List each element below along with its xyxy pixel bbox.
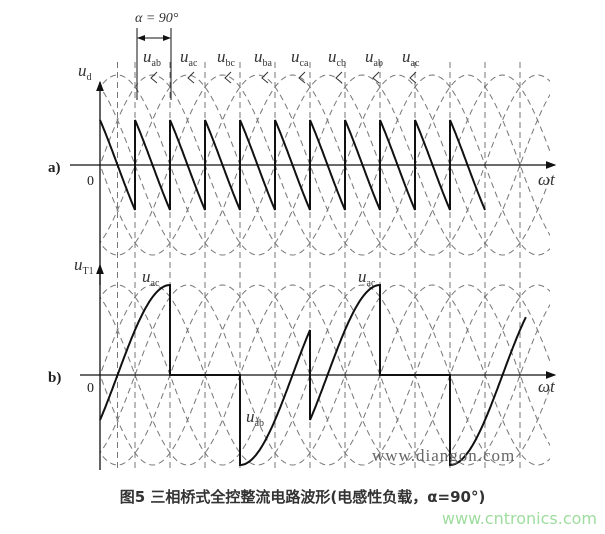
panel-a-tag: a) (48, 160, 61, 176)
segment-label-pointer (224, 71, 232, 84)
line-voltage-curve (100, 284, 550, 466)
line-voltage-curve (100, 74, 550, 256)
segment-label: uab (365, 47, 383, 69)
alpha-label: α = 90° (135, 11, 179, 26)
segment-label-pointer (335, 71, 343, 84)
segment-label: uca (291, 47, 309, 69)
segment-label-pointer (298, 71, 306, 84)
curve-label-uab: uab (246, 407, 264, 429)
segment-label: uac (180, 47, 198, 69)
line-voltage-curve (100, 284, 550, 466)
segment-labels: uab uac ubc uba uca ucb uab uac (143, 47, 420, 84)
cntronics-watermark: www.cntronics.com (441, 509, 597, 528)
curve-label-uac-2: uac (358, 267, 376, 289)
segment-label-pointer (372, 71, 380, 84)
curve-label-uac-1: uac (142, 267, 160, 289)
segment-label: uac (402, 47, 420, 69)
line-voltage-curve (100, 74, 550, 256)
segment-label-pointer (187, 71, 195, 84)
line-voltage-curve (100, 74, 550, 256)
segment-label: uba (254, 47, 273, 69)
segment-label-pointer (150, 71, 158, 84)
line-voltage-curve (100, 74, 550, 256)
panel-a-origin: 0 (87, 174, 94, 189)
panel-b-x-label: ωt (538, 377, 556, 396)
segment-label-pointer (409, 71, 417, 84)
segment-label: uab (143, 47, 161, 69)
panel-b-line-voltages (100, 284, 550, 466)
segment-label: ucb (328, 47, 346, 69)
line-voltage-curve (100, 284, 550, 466)
ut1-waveform (99, 283, 527, 467)
panel-a-y-label: ud (78, 61, 92, 83)
panel-b-origin: 0 (87, 381, 94, 396)
dashed-grid (100, 62, 550, 470)
segment-label-pointer (261, 71, 269, 84)
figure-caption: 图5 三相桥式全控整流电路波形(电感性负载，α=90°) (119, 488, 486, 506)
line-voltage-curve (100, 284, 550, 466)
line-voltage-curve (100, 74, 550, 256)
line-voltage-curve (100, 284, 550, 466)
panel-a-x-label: ωt (538, 170, 556, 189)
line-voltage-curve (100, 284, 550, 466)
segment-label: ubc (217, 47, 236, 69)
panel-a-line-voltages (100, 74, 550, 256)
panel-b-y-label: uT1 (74, 255, 94, 277)
panel-b-tag: b) (48, 370, 61, 386)
diangon-watermark: www.diangon.com (372, 446, 515, 465)
line-voltage-curve (100, 74, 550, 256)
